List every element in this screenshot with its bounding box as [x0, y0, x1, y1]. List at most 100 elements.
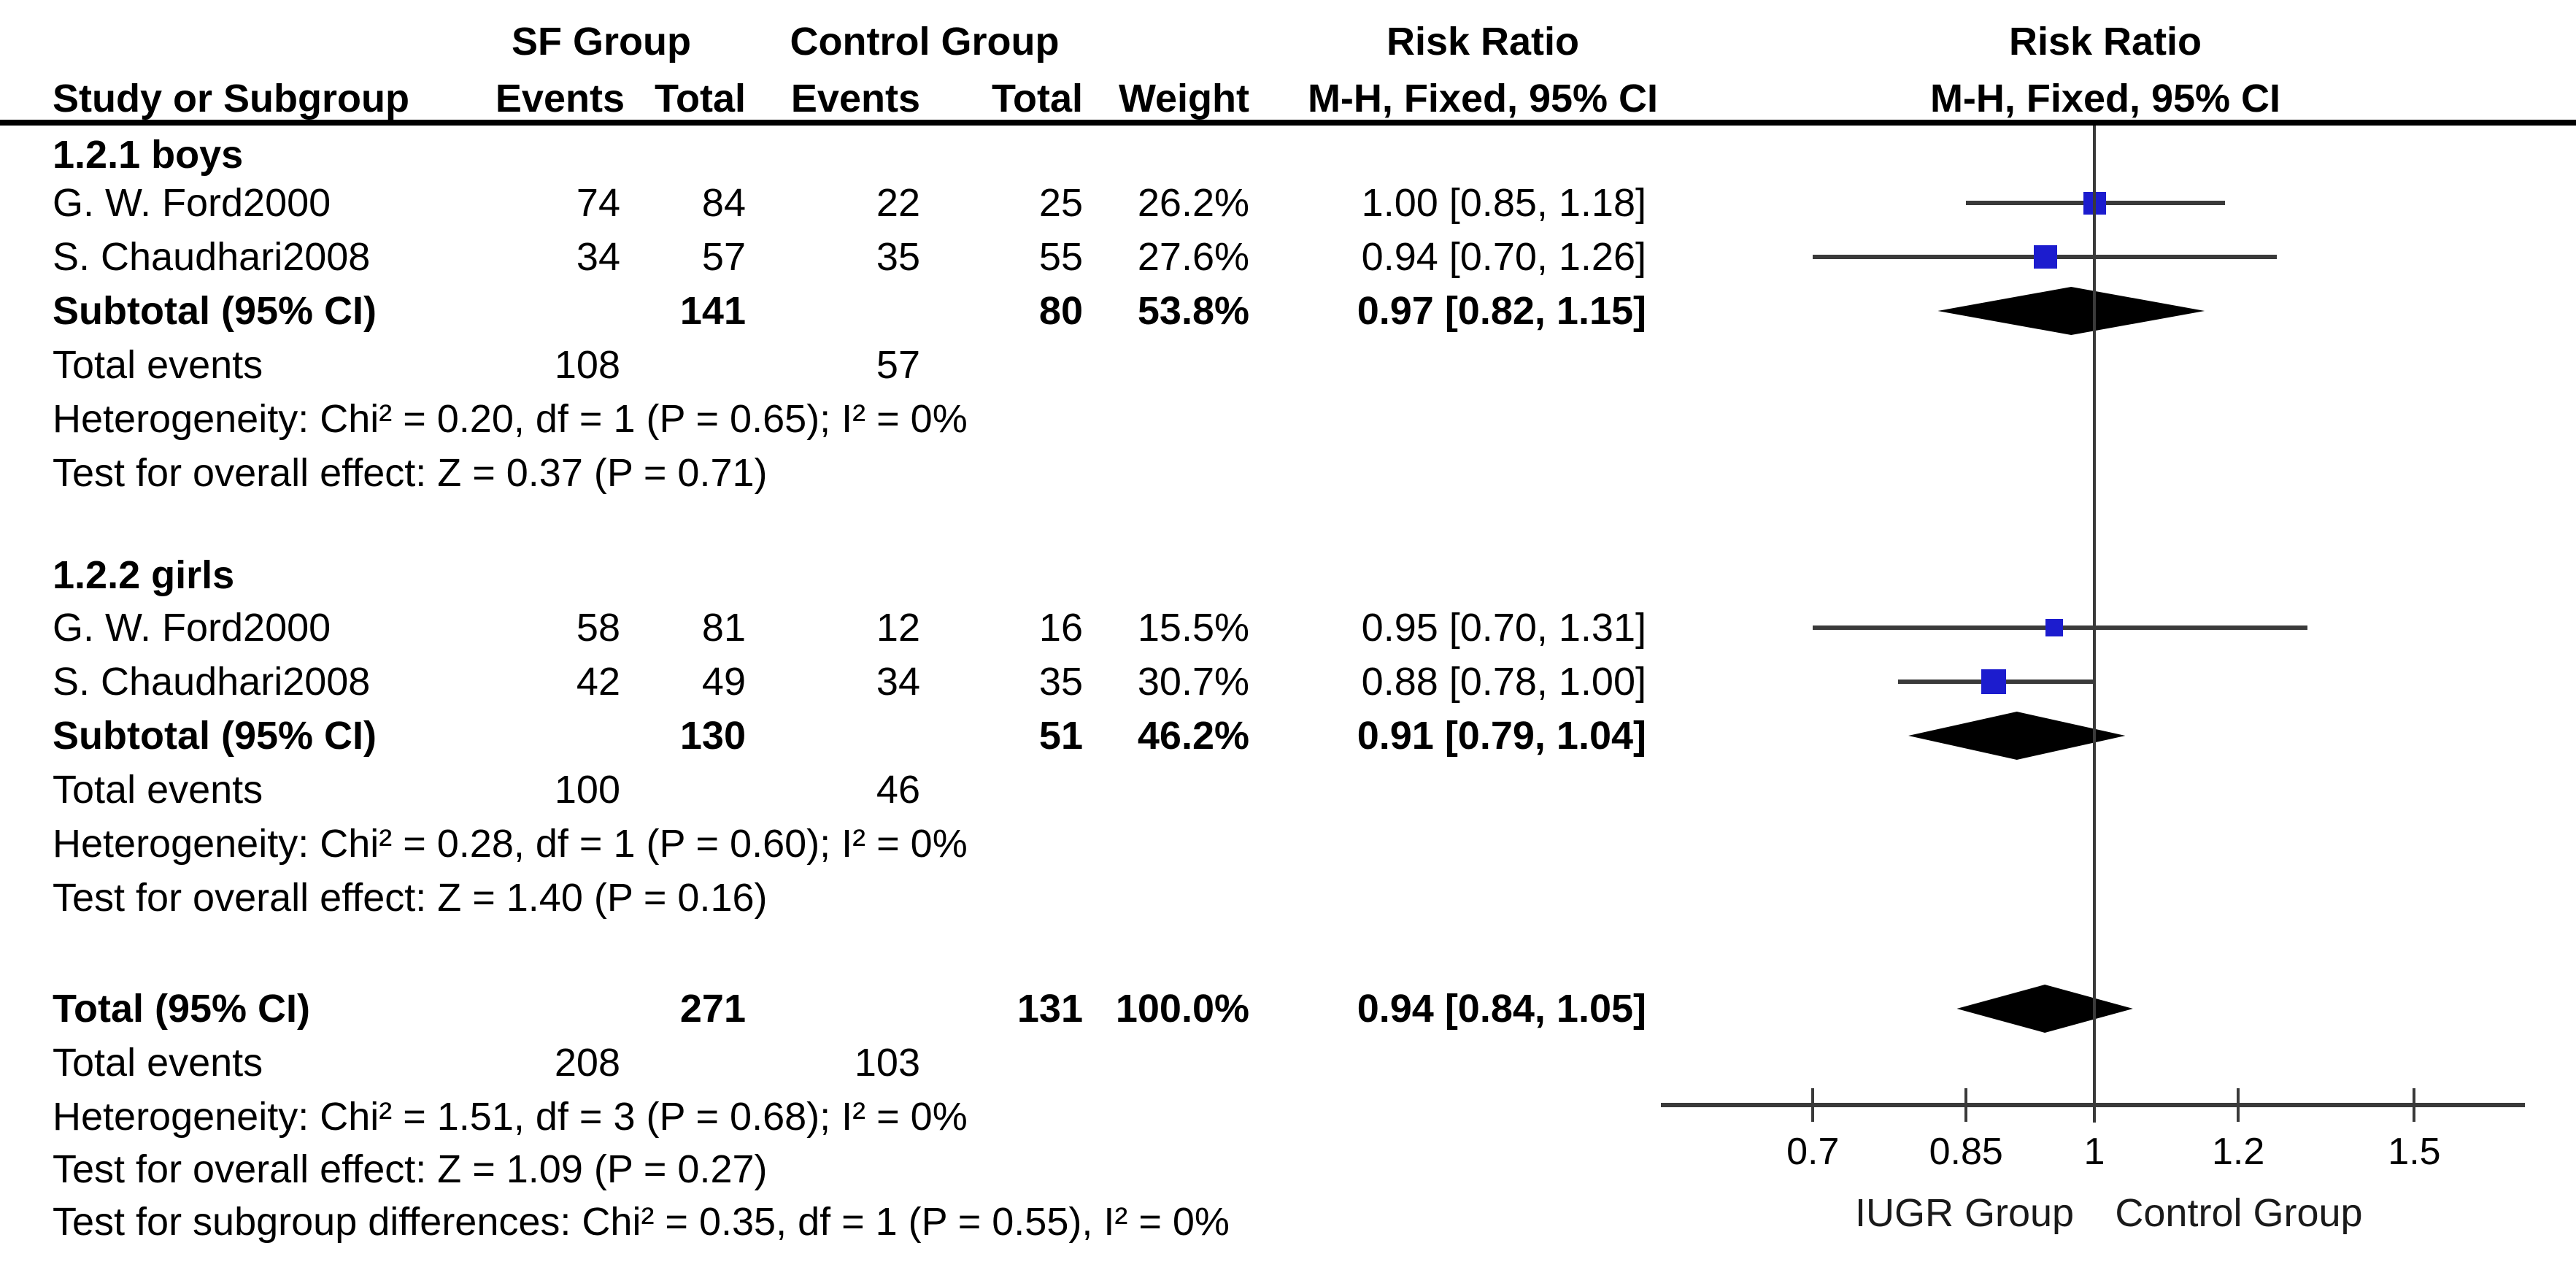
cell-total1: 84	[701, 181, 746, 225]
cell-events2: 34	[876, 660, 920, 704]
col-header-events-sf: Events	[495, 77, 625, 120]
effect-square	[2034, 245, 2058, 269]
cell-rr_text: 0.95 [0.70, 1.31]	[1361, 606, 1646, 650]
total-events-label: Total events	[53, 1041, 263, 1085]
col-header-weight: Weight	[1119, 77, 1249, 120]
cell-events1: 208	[554, 1041, 620, 1085]
total-events-row: Total events 108 57	[0, 338, 2576, 392]
col-header-mh-fixed-plot: M-H, Fixed, 95% CI	[1929, 77, 2281, 120]
axis-tick	[1811, 1088, 1815, 1122]
cell-total1: 271	[679, 987, 746, 1031]
group-label: 1.2.1 boys	[53, 133, 244, 177]
cell-weight: 53.8%	[1137, 289, 1249, 333]
overall-effect-note: Test for overall effect: Z = 1.09 (P = 0…	[53, 1147, 768, 1191]
cell-events2: 22	[876, 181, 920, 225]
cell-events1: 108	[554, 343, 620, 387]
study-name: S. Chaudhari2008	[53, 660, 371, 704]
axis-tick-label: 1.2	[2212, 1131, 2265, 1173]
header-sf-group: SF Group	[512, 20, 691, 63]
cell-rr_text: 0.97 [0.82, 1.15]	[1357, 289, 1646, 333]
effect-square	[1981, 669, 2006, 694]
cell-rr_text: 0.94 [0.70, 1.26]	[1361, 235, 1646, 279]
heterogeneity-row: Heterogeneity: Chi² = 0.28, df = 1 (P = …	[0, 817, 2576, 871]
total-events-row: Total events 208 103	[0, 1036, 2576, 1090]
total-events-label: Total events	[53, 343, 263, 387]
cell-total1: 81	[701, 606, 746, 650]
cell-rr_text: 0.91 [0.79, 1.04]	[1357, 714, 1646, 758]
cell-total2: 25	[1038, 181, 1083, 225]
heterogeneity-row: Heterogeneity: Chi² = 1.51, df = 3 (P = …	[0, 1090, 2576, 1144]
header-risk-ratio-plot: Risk Ratio	[2008, 20, 2202, 63]
cell-total2: 16	[1038, 606, 1083, 650]
cell-events1: 74	[576, 181, 620, 225]
cell-events1: 100	[554, 768, 620, 812]
heterogeneity-note: Heterogeneity: Chi² = 0.20, df = 1 (P = …	[53, 397, 968, 441]
header-rule	[0, 120, 2576, 126]
cell-events2: 103	[854, 1041, 920, 1085]
study-row: S. Chaudhari2008 34 57 35 55 27.6% 0.94 [0.70,…	[0, 230, 2576, 284]
col-header-total-sf: Total	[655, 77, 746, 120]
total-row: Total (95% CI) 271 131 100.0% 0.94 [0.84, 1.…	[0, 982, 2576, 1036]
total-events-label: Total events	[53, 768, 263, 812]
header-control-group: Control Group	[790, 20, 1060, 63]
study-name: G. W. Ford2000	[53, 181, 331, 225]
heterogeneity-row: Heterogeneity: Chi² = 0.20, df = 1 (P = …	[0, 392, 2576, 446]
overall-effect-row: Test for overall effect: Z = 1.09 (P = 0…	[0, 1142, 2576, 1196]
study-row: G. W. Ford2000 58 81 12 16 15.5% 0.95 [0.70, 1…	[0, 601, 2576, 655]
cell-weight: 27.6%	[1137, 235, 1249, 279]
axis-tick	[2413, 1088, 2416, 1122]
group-label: 1.2.2 girls	[53, 553, 235, 597]
group-label-row: 1.2.1 boys	[0, 128, 2576, 182]
axis-tick-label: 1.5	[2388, 1131, 2441, 1173]
cell-events1: 58	[576, 606, 620, 650]
cell-weight: 100.0%	[1115, 987, 1249, 1031]
overall-effect-row: Test for overall effect: Z = 1.40 (P = 0…	[0, 871, 2576, 925]
effect-square	[2045, 619, 2063, 636]
cell-total1: 130	[679, 714, 746, 758]
cell-total1: 57	[701, 235, 746, 279]
total-label: Total (95% CI)	[53, 987, 311, 1031]
study-row: S. Chaudhari2008 42 49 34 35 30.7% 0.88 [0.78,…	[0, 655, 2576, 709]
study-row: G. W. Ford2000 74 84 22 25 26.2% 1.00 [0.85, 1…	[0, 176, 2576, 230]
heterogeneity-note: Heterogeneity: Chi² = 1.51, df = 3 (P = …	[53, 1095, 968, 1139]
cell-rr_text: 1.00 [0.85, 1.18]	[1361, 181, 1646, 225]
col-header-mh-fixed-stat: M-H, Fixed, 95% CI	[1307, 77, 1659, 120]
study-name: S. Chaudhari2008	[53, 235, 371, 279]
cell-total2: 80	[1038, 289, 1083, 333]
cell-total1: 141	[679, 289, 746, 333]
axis-tick	[1964, 1088, 1968, 1122]
header-risk-ratio-stat: Risk Ratio	[1386, 20, 1580, 63]
cell-weight: 46.2%	[1137, 714, 1249, 758]
cell-weight: 30.7%	[1137, 660, 1249, 704]
cell-events2: 57	[876, 343, 920, 387]
cell-events2: 46	[876, 768, 920, 812]
col-header-total-ctrl: Total	[992, 77, 1083, 120]
heterogeneity-note: Heterogeneity: Chi² = 0.28, df = 1 (P = …	[53, 822, 968, 866]
cell-total2: 51	[1038, 714, 1083, 758]
cell-total2: 35	[1038, 660, 1083, 704]
axis-tick-label: 0.85	[1929, 1131, 2003, 1173]
subtotal-label: Subtotal (95% CI)	[53, 714, 377, 758]
subgroup-differences-note: Test for subgroup differences: Chi² = 0.…	[53, 1200, 1230, 1244]
overall-effect-note: Test for overall effect: Z = 1.40 (P = 0…	[53, 876, 768, 920]
cell-rr_text: 0.94 [0.84, 1.05]	[1357, 987, 1646, 1031]
axis-right-label: Control Group	[2115, 1191, 2363, 1235]
null-effect-line	[2093, 126, 2096, 1123]
overall-effect-row: Test for overall effect: Z = 0.37 (P = 0…	[0, 446, 2576, 500]
axis-tick	[2237, 1088, 2240, 1122]
subgroup-differences-row: Test for subgroup differences: Chi² = 0.…	[0, 1195, 2576, 1249]
cell-events1: 34	[576, 235, 620, 279]
subtotal-row: Subtotal (95% CI) 130 51 46.2% 0.91 [0.79, 1…	[0, 709, 2576, 763]
total-events-row: Total events 100 46	[0, 763, 2576, 817]
cell-total2: 55	[1038, 235, 1083, 279]
study-name: G. W. Ford2000	[53, 606, 331, 650]
cell-rr_text: 0.88 [0.78, 1.00]	[1361, 660, 1646, 704]
axis-left-label: IUGR Group	[1854, 1191, 2075, 1235]
cell-weight: 26.2%	[1137, 181, 1249, 225]
axis-tick-label: 0.7	[1786, 1131, 1840, 1173]
cell-weight: 15.5%	[1137, 606, 1249, 650]
group-label-row: 1.2.2 girls	[0, 548, 2576, 602]
overall-effect-note: Test for overall effect: Z = 0.37 (P = 0…	[53, 451, 768, 495]
axis-tick	[2093, 1088, 2096, 1122]
